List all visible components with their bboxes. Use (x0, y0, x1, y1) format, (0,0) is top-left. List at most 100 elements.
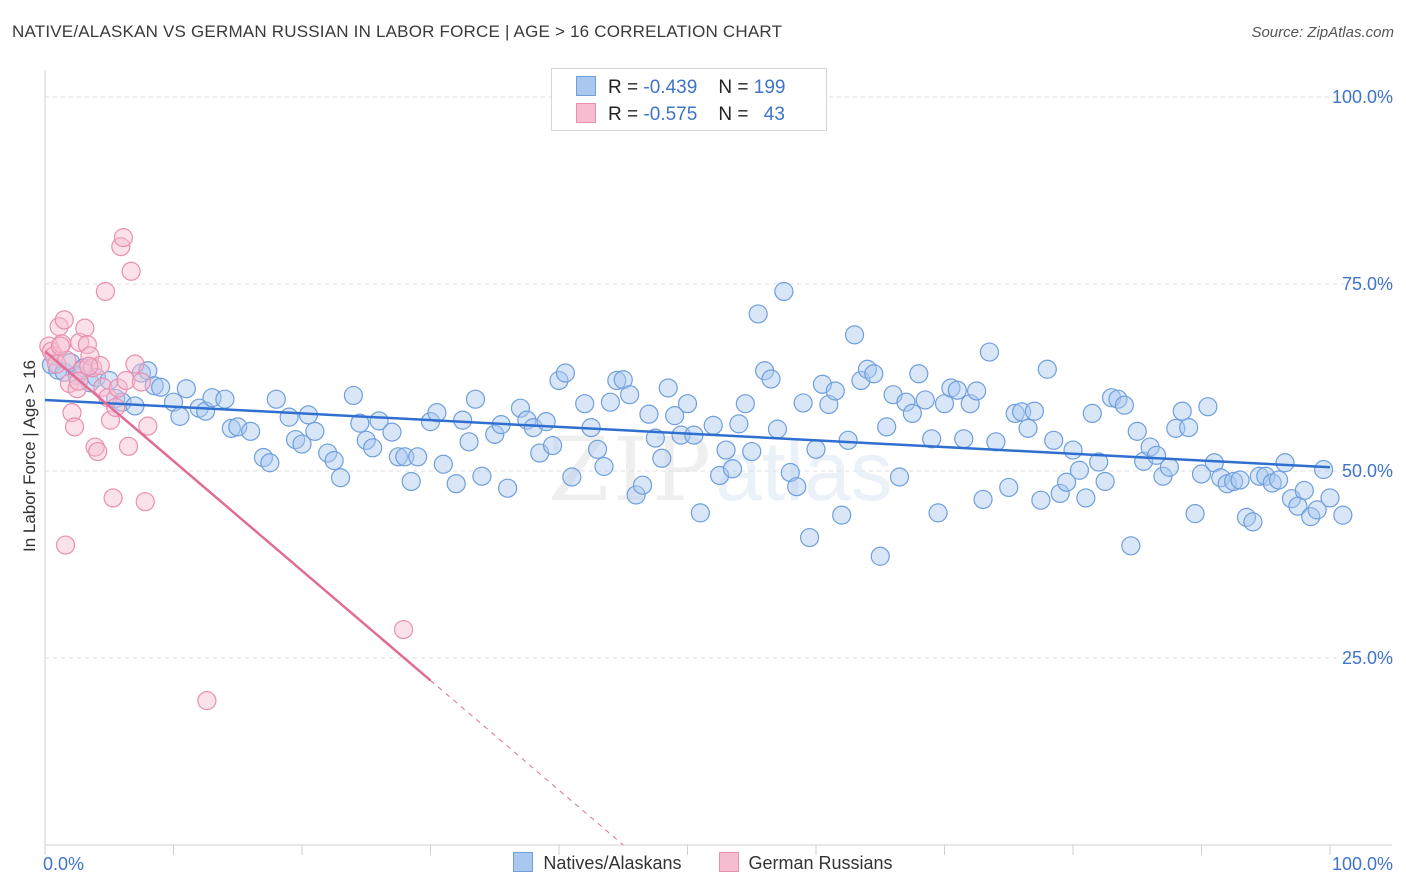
natives-point-136 (1031, 490, 1051, 510)
natives-point-124 (947, 380, 967, 400)
german-russians-point-15 (77, 334, 98, 355)
natives-point-130 (986, 432, 1006, 452)
german-russians-n-label: N = (718, 104, 749, 125)
natives-point-27 (260, 453, 280, 473)
german-russians-point-37 (135, 492, 155, 512)
natives-point-135 (1024, 401, 1045, 421)
natives-point-111 (864, 364, 884, 384)
natives-point-63 (542, 435, 563, 456)
natives-point-97 (774, 281, 794, 302)
natives-point-51 (453, 410, 473, 430)
german-russians-point-9 (62, 403, 82, 423)
natives-point-118 (909, 364, 929, 384)
natives-point-31 (292, 434, 312, 454)
natives-point-37 (343, 385, 363, 406)
natives-point-158 (1172, 401, 1192, 421)
natives-point-127 (967, 381, 987, 401)
natives-point-156 (1159, 457, 1179, 477)
german-russians-point-29 (113, 228, 133, 248)
natives-point-17 (170, 406, 190, 426)
german-russians-n-value: 43 (763, 104, 785, 125)
natives-point-92 (742, 441, 762, 462)
natives-point-119 (915, 390, 935, 410)
german-russians-point-31 (118, 436, 139, 456)
legend-item-german-russians[interactable]: German Russians (718, 852, 893, 874)
y-tick-label-1: 50.0% (1342, 461, 1393, 481)
german-russians-point-22 (95, 281, 115, 302)
natives-point-54 (472, 466, 492, 486)
natives-point-36 (330, 468, 351, 488)
legend-swatch-natives (513, 852, 534, 872)
natives-point-18 (176, 379, 196, 399)
german-russians-point-35 (138, 416, 158, 436)
natives-point-140 (1056, 472, 1077, 492)
natives-point-139 (1050, 483, 1070, 504)
natives-point-162 (1198, 397, 1218, 417)
german-russians-point-38 (197, 691, 217, 711)
natives-point-45 (401, 471, 421, 492)
german-russians-point-25 (103, 488, 123, 508)
german-russians-point-30 (116, 370, 136, 391)
natives-point-70 (594, 456, 614, 477)
natives-point-80 (658, 378, 678, 398)
natives-point-98 (780, 462, 800, 483)
natives-point-177 (1294, 480, 1314, 501)
german-russians-trend-line (44, 350, 432, 682)
natives-point-180 (1313, 459, 1334, 480)
german-russians-swatch (576, 103, 596, 123)
x-tick-label-1: 100.0% (1332, 854, 1393, 874)
natives-point-167 (1230, 470, 1250, 490)
natives-point-138 (1044, 430, 1064, 450)
natives-point-131 (999, 477, 1019, 498)
stats-legend: R = -0.439 N = 199 R = -0.575 N = 43 (551, 68, 827, 131)
natives-point-35 (324, 450, 344, 471)
natives-point-77 (639, 404, 659, 424)
y-axis-title: In Labor Force | Age > 16 (20, 360, 39, 552)
natives-point-125 (954, 429, 974, 449)
german-russians-point-3 (46, 354, 67, 374)
natives-point-34 (318, 443, 338, 463)
y-tick-label-2: 75.0% (1342, 274, 1393, 294)
natives-point-141 (1063, 440, 1083, 460)
natives-point-72 (607, 370, 627, 391)
natives-point-95 (761, 369, 781, 389)
german-russians-point-16 (80, 346, 100, 366)
natives-n-label: N = (718, 77, 749, 98)
natives-point-39 (356, 430, 376, 450)
natives-point-83 (677, 394, 698, 414)
natives-point-137 (1037, 359, 1057, 379)
natives-swatch (576, 76, 596, 96)
watermark-zip: ZIP (548, 418, 716, 521)
natives-point-145 (1089, 452, 1109, 472)
natives-point-106 (832, 505, 852, 525)
natives-point-159 (1179, 418, 1199, 438)
natives-point-49 (433, 454, 453, 474)
german-russians-point-39 (393, 619, 414, 640)
natives-point-105 (825, 381, 845, 401)
legend-item-natives[interactable]: Natives/Alaskans (513, 852, 681, 874)
natives-point-128 (973, 489, 993, 510)
natives-point-112 (870, 546, 890, 566)
legend-label-natives: Natives/Alaskans (543, 853, 682, 873)
grid-lines (45, 96, 1392, 659)
natives-point-93 (748, 304, 768, 324)
legend-label-german-russians: German Russians (748, 853, 893, 873)
natives-point-144 (1082, 403, 1102, 424)
natives-point-22 (215, 389, 235, 409)
natives-point-75 (626, 485, 646, 505)
natives-point-28 (266, 389, 286, 409)
german-russians-point-42 (79, 356, 99, 376)
natives-point-134 (1018, 418, 1038, 438)
german-russians-trend-extension (430, 680, 624, 846)
natives-point-65 (555, 363, 576, 383)
natives-point-38 (350, 413, 370, 433)
natives-point-149 (1114, 395, 1135, 415)
natives-point-14 (144, 376, 164, 396)
german-russians-point-21 (93, 377, 113, 397)
german-russians-point-32 (121, 261, 141, 281)
german-russians-point-12 (70, 332, 90, 352)
tick-labels: 25.0% 50.0% 75.0% 100.0% 0.0% 100.0% (43, 87, 1393, 874)
series-legend: Natives/Alaskans German Russians (0, 852, 1406, 874)
german-russians-point-10 (64, 417, 85, 437)
